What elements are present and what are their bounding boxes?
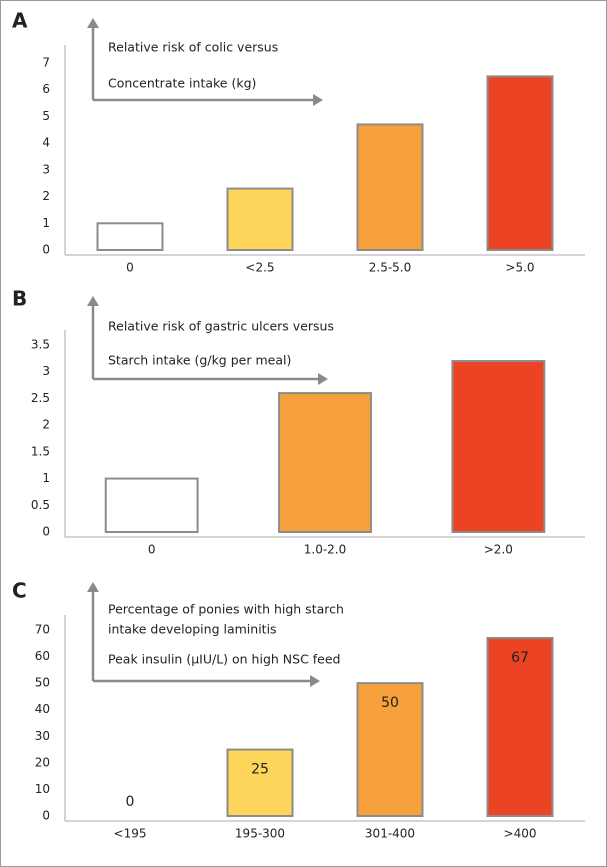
y-tick-label: 0.5 — [31, 498, 50, 512]
y-tick-label: 1 — [42, 216, 50, 230]
y-tick-label: 0 — [42, 809, 50, 823]
arrow-head — [310, 675, 320, 687]
y-tick-label: 1.5 — [31, 444, 50, 458]
y-tick-label: 3.5 — [31, 338, 50, 352]
x-tick-label: <2.5 — [245, 261, 274, 275]
y-tick-label: 2 — [42, 418, 50, 432]
bar — [356, 682, 424, 818]
y-tick-label: 50 — [35, 676, 50, 690]
y-label: Relative risk of gastric ulcers versus — [108, 319, 334, 334]
value-label: 67 — [511, 650, 529, 666]
x-tick-label: 0 — [148, 543, 156, 557]
bar — [356, 123, 424, 251]
arrow-head — [318, 373, 328, 385]
bar — [486, 636, 554, 817]
arrow-head — [313, 94, 323, 106]
y-tick-label: 5 — [42, 109, 50, 123]
panel-letter: A — [12, 9, 28, 33]
y-tick-label: 0 — [42, 525, 50, 539]
y-tick-label: 3 — [42, 364, 50, 378]
bar — [96, 222, 164, 252]
y-tick-label: 40 — [35, 702, 50, 716]
x-tick-label: <195 — [114, 827, 147, 841]
value-label: 50 — [381, 695, 399, 711]
value-label: 25 — [251, 762, 269, 778]
y-tick-label: 6 — [42, 82, 50, 96]
bar — [104, 477, 199, 534]
x-tick-label: 195-300 — [235, 827, 285, 841]
arrow-head — [87, 582, 99, 592]
y-tick-label: 4 — [42, 136, 50, 150]
y-label: intake developing laminitis — [108, 622, 277, 637]
y-tick-label: 2.5 — [31, 391, 50, 405]
y-tick-label: 0 — [42, 243, 50, 257]
x-tick-label: >5.0 — [505, 261, 534, 275]
arrow-head — [87, 18, 99, 28]
bar — [226, 187, 294, 251]
y-label: Percentage of ponies with high starch — [108, 602, 344, 617]
x-label: Peak insulin (µIU/L) on high NSC feed — [108, 652, 341, 667]
y-tick-label: 20 — [35, 755, 50, 769]
y-tick-label: 2 — [42, 189, 50, 203]
bar — [486, 75, 554, 251]
bar — [451, 360, 546, 533]
panel-letter: C — [12, 579, 27, 603]
axis-arrow — [91, 304, 320, 381]
axis-arrow — [91, 590, 312, 683]
y-tick-label: 60 — [35, 649, 50, 663]
y-tick-label: 1 — [42, 471, 50, 485]
x-label: Starch intake (g/kg per meal) — [108, 353, 291, 368]
x-tick-label: 301-400 — [365, 827, 415, 841]
y-tick-label: 7 — [42, 56, 50, 70]
y-tick-label: 10 — [35, 782, 50, 796]
x-tick-label: 2.5-5.0 — [369, 261, 412, 275]
y-tick-label: 70 — [35, 623, 50, 637]
x-tick-label: 0 — [126, 261, 134, 275]
axis-arrow — [91, 26, 315, 102]
bar — [278, 392, 372, 534]
bar — [226, 748, 294, 817]
y-tick-label: 30 — [35, 729, 50, 743]
x-label: Concentrate intake (kg) — [108, 76, 256, 91]
x-tick-label: 1.0-2.0 — [304, 543, 347, 557]
x-tick-label: >400 — [504, 827, 537, 841]
panel-letter: B — [12, 287, 27, 311]
x-tick-label: >2.0 — [484, 543, 513, 557]
value-label: 0 — [126, 794, 135, 810]
arrow-head — [87, 296, 99, 306]
y-tick-label: 3 — [42, 162, 50, 176]
y-label: Relative risk of colic versus — [108, 40, 278, 55]
